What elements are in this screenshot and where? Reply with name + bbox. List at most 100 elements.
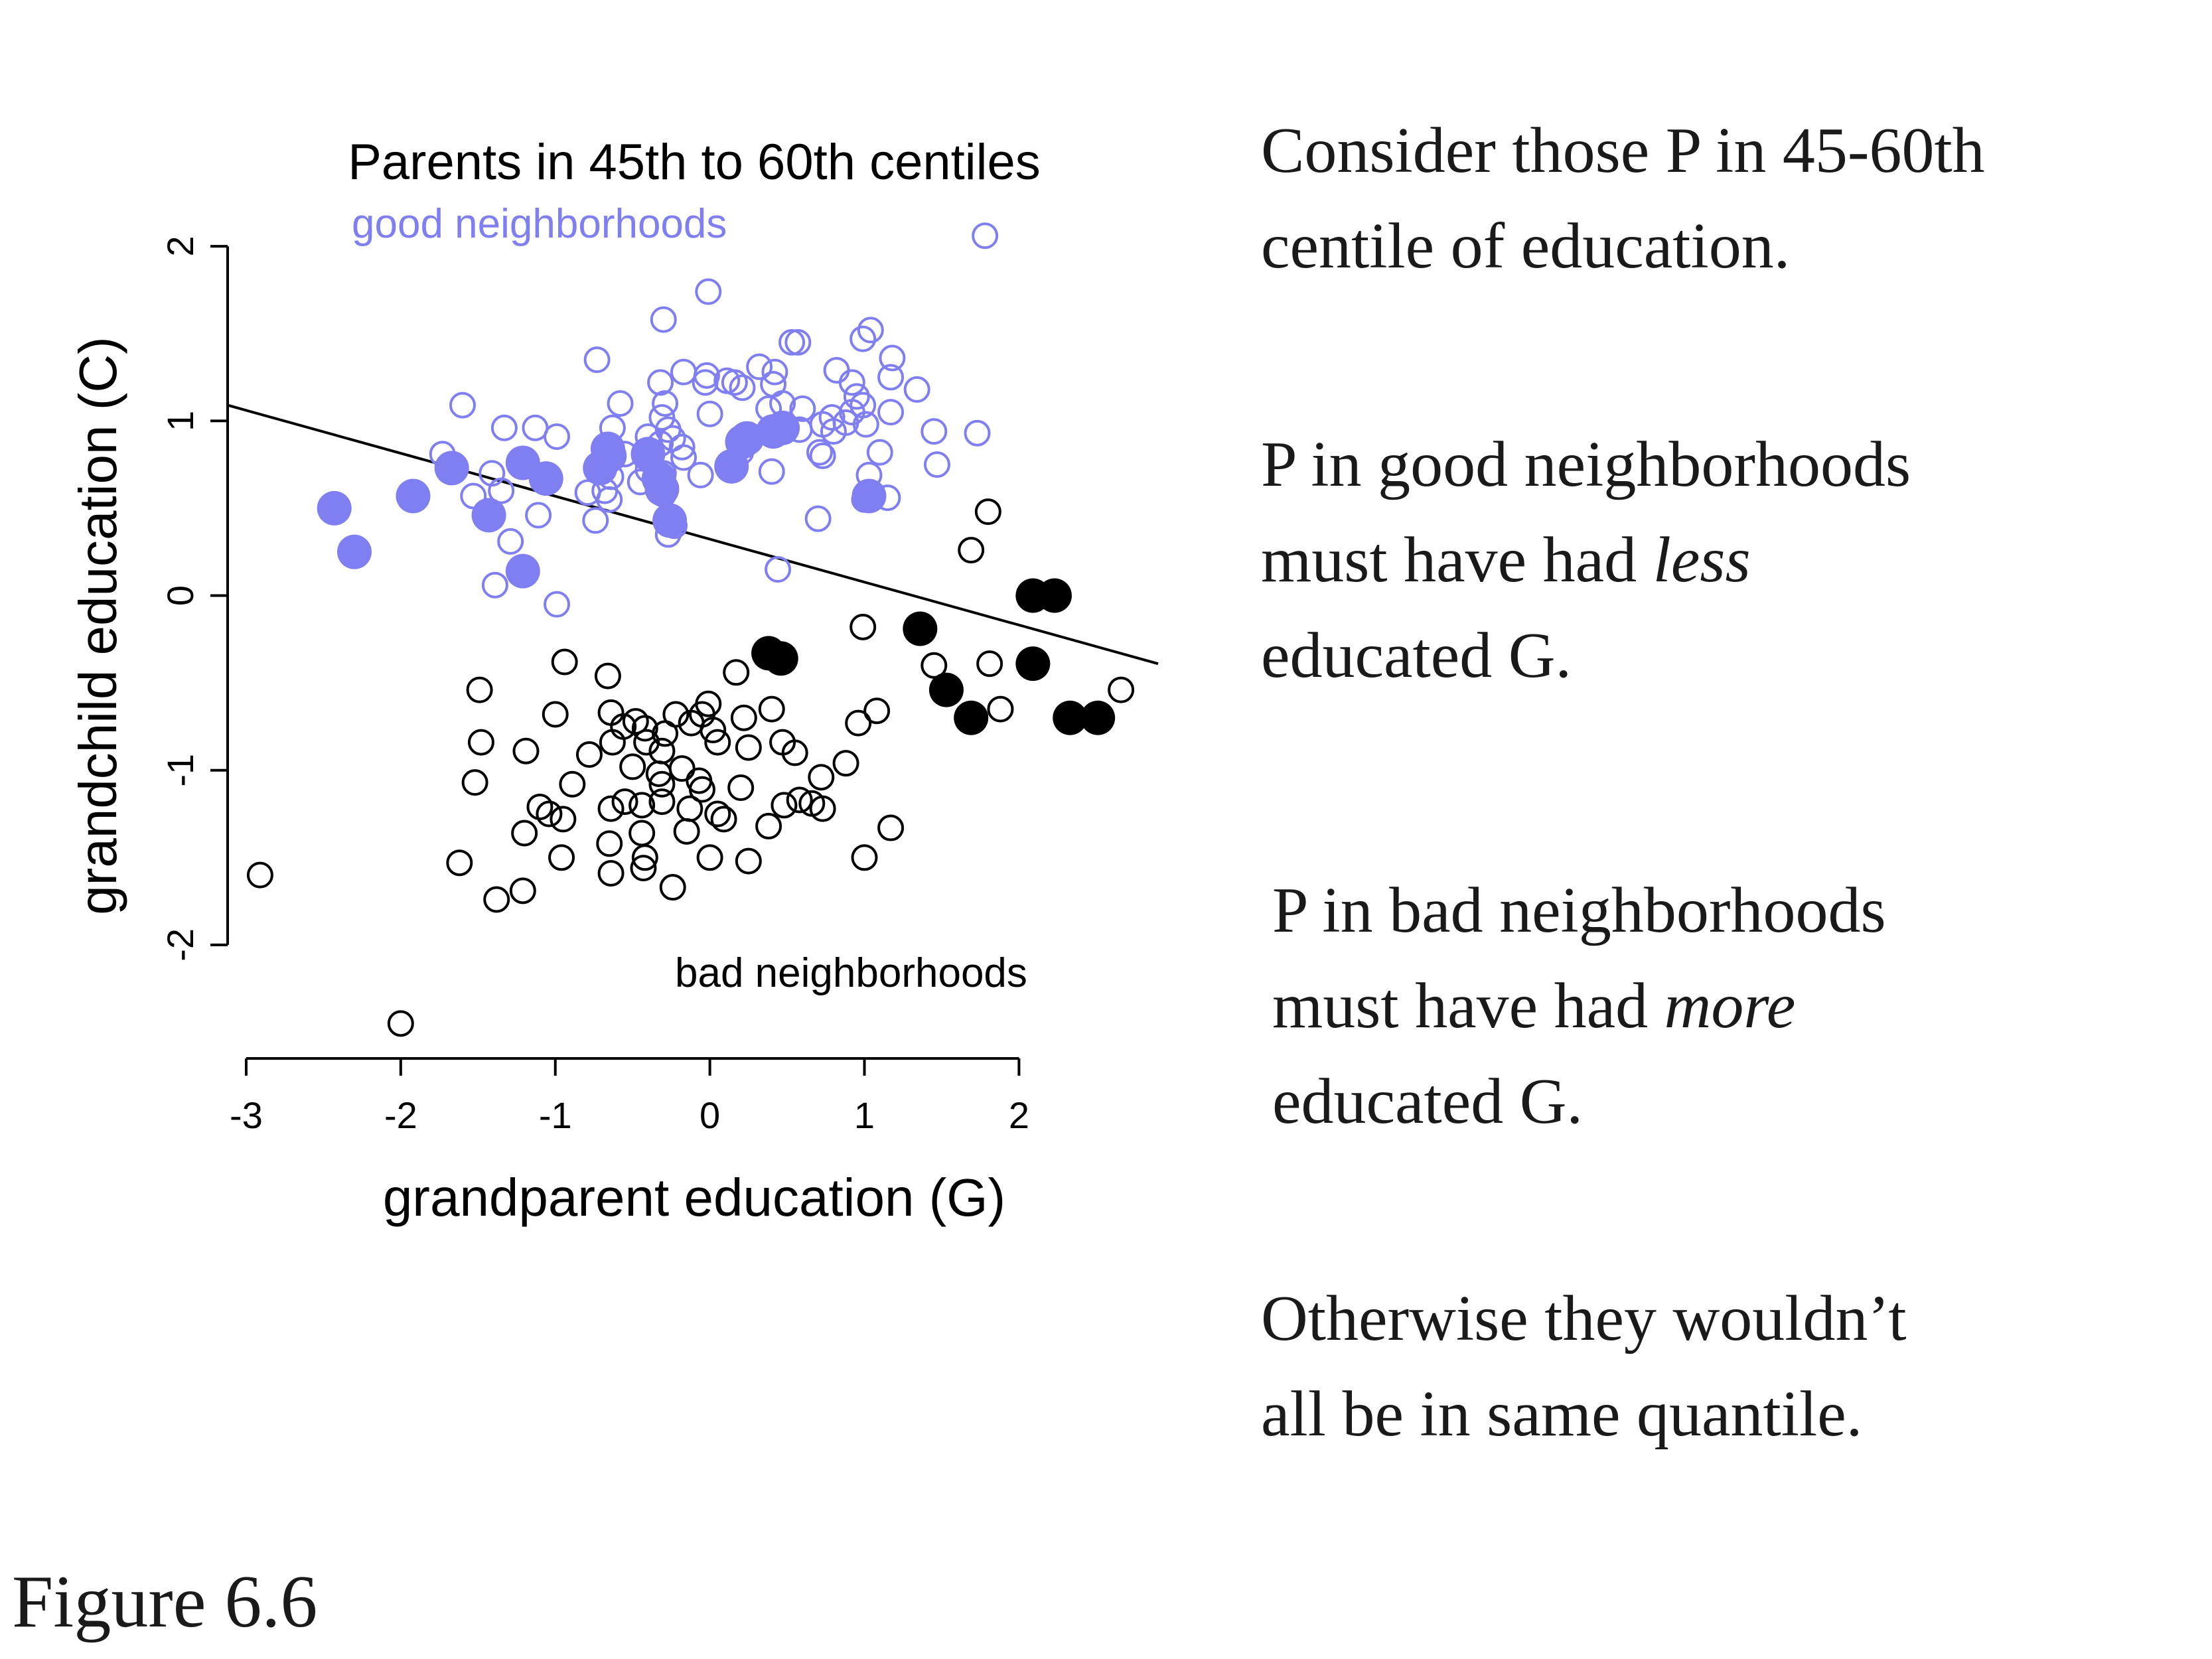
good-neighborhood-open-point xyxy=(648,404,676,431)
bad-neighborhood-open-point xyxy=(987,695,1014,723)
bad-neighborhood-open-point xyxy=(921,652,948,679)
bad-neighborhood-open-point xyxy=(509,877,536,904)
bad-neighborhood-filled-point xyxy=(1080,700,1116,735)
bad-neighborhood-open-point xyxy=(974,498,1001,526)
good-neighborhood-open-point xyxy=(544,591,571,618)
bad-neighborhood-open-point xyxy=(976,650,1003,678)
bad-neighborhood-open-point xyxy=(958,537,985,564)
bad-neighborhood-open-point xyxy=(755,812,782,839)
bad-neighborhood-open-point xyxy=(467,729,494,756)
bad-neighborhood-open-point xyxy=(758,695,785,723)
good-neighborhood-open-point xyxy=(923,451,950,478)
bad-neighborhood-open-point xyxy=(550,806,577,833)
bad-neighborhood-open-point xyxy=(575,741,603,768)
note-good-line-3: educated G. xyxy=(1261,620,1572,691)
bad-neighborhood-open-point xyxy=(771,792,798,819)
note-good-line-1: P in good neighborhoods xyxy=(1261,429,1911,500)
bad-neighborhood-open-point xyxy=(548,844,575,871)
good-neighborhood-filled-point xyxy=(471,498,506,533)
note-bad-neighborhoods: P in bad neighborhoods must have had mor… xyxy=(1272,863,1886,1149)
scatter-chart: Parents in 45th to 60th centiles -3 -2 -1 0… xyxy=(68,134,1159,1227)
x-tick-label: 2 xyxy=(1009,1094,1029,1136)
good-neighborhood-open-point xyxy=(695,278,722,305)
good-neighborhood-open-point xyxy=(806,439,833,466)
good-neighborhood-open-point xyxy=(784,328,812,356)
note-otherwise: Otherwise they wouldn’t all be in same q… xyxy=(1261,1271,1907,1462)
bad-neighborhood-filled-point xyxy=(1037,578,1072,613)
good-neighborhood-filled-point xyxy=(505,553,540,589)
bad-neighborhood-open-point xyxy=(599,729,626,756)
good-neighborhood-filled-point xyxy=(592,438,627,473)
good-neighborhood-open-point xyxy=(838,369,865,396)
data-points xyxy=(246,222,1135,1037)
note-bad-line-1: P in bad neighborhoods xyxy=(1272,875,1886,946)
note-consider: Consider those P in 45-60th centile of e… xyxy=(1261,103,1985,294)
good-neighborhood-open-point xyxy=(522,414,549,441)
note-consider-line-1: Consider those P in 45-60th xyxy=(1261,115,1985,186)
good-neighborhood-open-point xyxy=(544,423,571,450)
note-bad-line-3: educated G. xyxy=(1272,1066,1583,1137)
bad-neighborhood-open-point xyxy=(845,709,872,737)
figure-label: Figure 6.6 xyxy=(12,1561,318,1643)
good-neighborhood-open-point xyxy=(758,458,785,485)
good-neighborhood-open-point xyxy=(903,376,930,403)
bad-neighborhood-open-point xyxy=(246,861,273,889)
regression-line xyxy=(227,403,1159,666)
note-bad-line-2: must have had more xyxy=(1272,958,1886,1054)
bad-neighborhood-open-point xyxy=(723,659,750,686)
bad-neighborhood-open-point xyxy=(695,690,722,717)
bad-neighborhood-open-point xyxy=(704,729,731,756)
good-neighborhood-open-point xyxy=(972,222,999,250)
good-neighborhood-open-point xyxy=(964,419,991,447)
bad-neighborhood-open-point xyxy=(668,755,696,782)
good-neighborhood-open-point xyxy=(696,400,723,427)
bad-neighborhood-open-point xyxy=(628,792,656,819)
bad-neighborhood-filled-point xyxy=(928,672,964,707)
good-neighborhood-open-point xyxy=(721,369,748,396)
good-neighborhood-open-point xyxy=(692,369,719,396)
good-neighborhood-open-point xyxy=(843,383,870,410)
bad-neighborhood-open-point xyxy=(1108,676,1135,703)
bad-neighborhood-open-point xyxy=(619,753,646,780)
bad-neighborhood-open-point xyxy=(594,662,621,689)
axes: -3 -2 -1 0 1 2 -2 -1 0 1 2 xyxy=(159,236,1029,1136)
bad-neighborhood-open-point xyxy=(659,874,686,901)
bad-neighborhood-filled-point xyxy=(1053,700,1088,735)
good-neighborhood-filled-point xyxy=(644,471,680,506)
bad-neighborhood-open-point xyxy=(511,820,538,847)
bad-neighborhood-open-point xyxy=(483,886,510,913)
good-neighborhood-open-point xyxy=(789,395,816,422)
note-otherwise-line-2: all be in same quantile. xyxy=(1261,1378,1863,1450)
bad-neighborhood-open-point xyxy=(696,844,723,871)
good-neighborhood-open-point xyxy=(488,477,515,504)
y-axis-label: grandchild education (C) xyxy=(68,336,127,915)
bad-neighborhood-open-point xyxy=(648,770,676,798)
good-neighborhood-open-point xyxy=(866,439,893,466)
annotation-bad-neighborhoods: bad neighborhoods xyxy=(675,950,1027,996)
bad-neighborhood-open-point xyxy=(542,701,569,728)
good-neighborhood-open-point xyxy=(879,344,906,372)
bad-neighborhood-open-point xyxy=(597,859,625,887)
good-neighborhood-filled-point xyxy=(396,478,431,514)
good-neighborhood-open-point xyxy=(852,411,879,438)
good-neighborhood-open-point xyxy=(761,358,788,386)
bad-neighborhood-open-point xyxy=(808,764,835,791)
good-neighborhood-open-point xyxy=(820,418,847,445)
bad-neighborhood-open-point xyxy=(786,786,813,814)
good-neighborhood-open-point xyxy=(668,433,696,461)
good-neighborhood-filled-point xyxy=(336,534,372,569)
note-otherwise-line-1: Otherwise they wouldn’t xyxy=(1261,1283,1907,1354)
note-good-line-2-text: must have had xyxy=(1261,524,1653,596)
bad-neighborhood-open-point xyxy=(446,849,473,877)
good-neighborhood-open-point xyxy=(778,328,806,356)
bad-neighborhood-open-point xyxy=(597,699,625,726)
bad-neighborhood-open-point xyxy=(559,770,586,798)
bad-neighborhood-open-point xyxy=(551,648,578,676)
bad-neighborhood-open-point xyxy=(466,676,493,703)
good-neighborhood-filled-point xyxy=(317,490,352,526)
x-tick-label: 1 xyxy=(854,1094,875,1136)
bad-neighborhood-open-point xyxy=(688,776,715,803)
bad-neighborhood-open-point xyxy=(536,800,563,828)
good-neighborhood-open-point xyxy=(497,528,524,555)
bad-neighborhood-open-point xyxy=(648,788,676,816)
